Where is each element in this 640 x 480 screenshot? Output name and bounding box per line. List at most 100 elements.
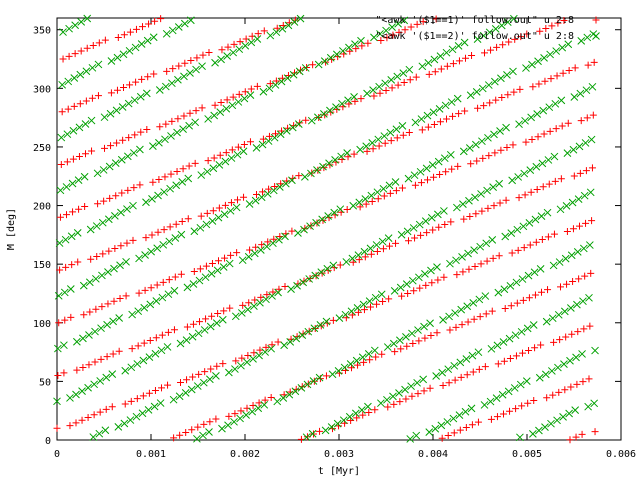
data-point [267, 344, 276, 353]
data-point [575, 222, 583, 230]
data-point [345, 412, 354, 421]
data-point [126, 81, 134, 89]
data-point [213, 362, 221, 370]
data-point [424, 176, 432, 184]
data-point [381, 139, 389, 147]
data-point [348, 254, 357, 263]
data-point [175, 62, 183, 70]
data-point [590, 399, 599, 408]
data-point [579, 297, 587, 306]
data-point [110, 264, 118, 273]
data-point [560, 16, 568, 24]
y-tick-label: 50 [39, 377, 51, 388]
data-point [172, 220, 180, 228]
data-point [92, 274, 100, 283]
data-point [404, 289, 412, 297]
data-point [500, 357, 508, 365]
data-point [468, 52, 476, 60]
data-point [591, 428, 599, 436]
data-point [571, 406, 580, 414]
data-point [324, 212, 333, 220]
data-point [366, 303, 374, 311]
data-point [142, 89, 151, 98]
legend-marker-2 [592, 32, 600, 40]
data-point [344, 96, 352, 105]
data-point [212, 415, 220, 423]
data-point [83, 14, 92, 23]
data-point [231, 365, 239, 373]
data-point [171, 234, 180, 242]
data-point [381, 79, 390, 88]
data-point [499, 41, 507, 49]
data-point [367, 191, 376, 200]
data-point [481, 363, 489, 371]
data-point [507, 302, 515, 310]
data-point [92, 222, 101, 230]
data-point [279, 394, 288, 402]
data-point [220, 307, 228, 315]
data-point [534, 133, 542, 141]
data-point [98, 303, 106, 311]
data-point [85, 278, 94, 287]
data-point [300, 225, 308, 234]
data-point [68, 261, 76, 269]
data-point [225, 412, 233, 420]
data-point [177, 378, 185, 386]
x-tick-label: 0.003 [324, 449, 354, 460]
data-point [574, 328, 582, 336]
data-point [161, 173, 169, 181]
data-point [171, 273, 179, 281]
data-point [488, 236, 497, 244]
data-point [548, 22, 556, 30]
data-point [326, 53, 335, 62]
data-point [560, 307, 569, 316]
data-point [588, 82, 597, 91]
data-point [519, 222, 528, 231]
data-point [510, 14, 518, 23]
data-point [247, 85, 255, 93]
data-point [430, 120, 438, 128]
data-point [334, 53, 342, 61]
data-point [484, 81, 493, 89]
data-point [150, 70, 158, 78]
data-point [465, 196, 473, 205]
data-point [269, 186, 278, 195]
data-point [577, 117, 585, 125]
data-point [393, 134, 401, 142]
data-point [415, 337, 423, 345]
data-point [397, 230, 406, 239]
data-point [429, 226, 437, 234]
data-point [513, 225, 522, 234]
data-point [526, 241, 534, 249]
data-point [454, 162, 462, 170]
data-point [129, 201, 137, 210]
data-point [293, 281, 301, 290]
data-point [460, 38, 469, 47]
data-point [408, 392, 416, 400]
data-point [537, 341, 545, 349]
data-point [309, 61, 317, 69]
data-point [540, 130, 548, 138]
data-point [443, 62, 451, 70]
data-point [553, 416, 561, 425]
data-point [160, 188, 168, 196]
data-point [335, 369, 343, 377]
data-point [405, 65, 414, 74]
data-point [531, 344, 539, 352]
data-point [368, 197, 376, 205]
data-point [90, 380, 98, 389]
data-point [581, 272, 589, 280]
data-point [122, 257, 130, 266]
data-point [462, 355, 471, 363]
data-point [550, 152, 559, 161]
data-point [558, 43, 567, 52]
data-point [259, 87, 268, 96]
data-point [413, 20, 421, 28]
data-point [290, 18, 299, 26]
data-point [353, 304, 362, 312]
data-point [177, 230, 186, 239]
data-point [356, 145, 364, 154]
data-point [574, 195, 583, 203]
data-point [205, 428, 213, 436]
